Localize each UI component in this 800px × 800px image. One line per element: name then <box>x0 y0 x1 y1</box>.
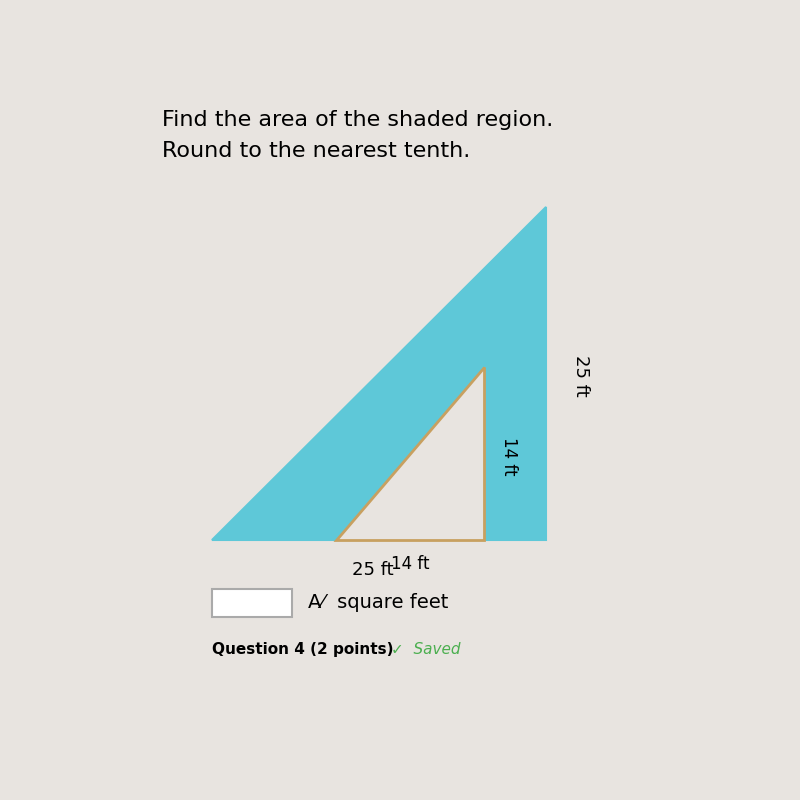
Text: 25 ft: 25 ft <box>352 561 394 579</box>
Text: ✓  Saved: ✓ Saved <box>391 642 461 657</box>
FancyBboxPatch shape <box>211 589 292 617</box>
Text: Round to the nearest tenth.: Round to the nearest tenth. <box>162 141 470 161</box>
Polygon shape <box>336 367 485 539</box>
Polygon shape <box>211 207 546 539</box>
Text: Question 4 (2 points): Question 4 (2 points) <box>211 642 393 657</box>
Text: A⁄  square feet: A⁄ square feet <box>308 593 448 612</box>
Text: 14 ft: 14 ft <box>390 555 430 573</box>
Text: 14 ft: 14 ft <box>500 437 518 476</box>
Text: Find the area of the shaded region.: Find the area of the shaded region. <box>162 110 554 130</box>
Text: 25 ft: 25 ft <box>571 355 590 397</box>
